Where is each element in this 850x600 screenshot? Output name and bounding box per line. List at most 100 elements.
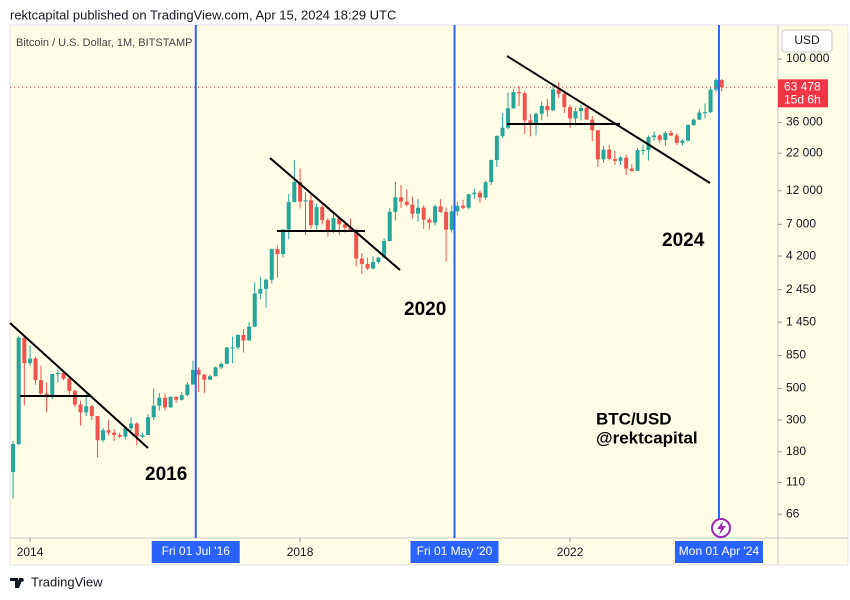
candle-body xyxy=(112,432,117,436)
candle-body xyxy=(460,205,465,208)
candle-body xyxy=(190,369,195,385)
candle-body xyxy=(612,158,617,161)
candle-body xyxy=(129,423,134,429)
alert-bolt[interactable] xyxy=(717,521,726,535)
candle-body xyxy=(528,120,533,125)
candle-body xyxy=(455,205,460,212)
candle-body xyxy=(185,384,190,396)
y-tick-label: 22 000 xyxy=(786,145,823,159)
candle-body xyxy=(325,220,330,231)
candle-body xyxy=(236,334,241,348)
candle-body xyxy=(545,105,550,111)
candle-body xyxy=(427,219,432,223)
candle-body xyxy=(472,192,477,195)
candle-body xyxy=(584,108,589,120)
candle-body xyxy=(95,416,100,441)
candle-body xyxy=(168,396,173,408)
price-label-box xyxy=(778,79,828,108)
y-tick-label: 100 000 xyxy=(786,51,830,65)
candle-body xyxy=(551,89,556,111)
alert-icon[interactable] xyxy=(711,518,731,538)
candle-body xyxy=(629,168,634,171)
candle-body xyxy=(16,337,21,445)
y-tick-label: 110 xyxy=(786,475,805,489)
annotation: 2024 xyxy=(662,230,705,251)
candle-body xyxy=(489,160,494,183)
candle-body xyxy=(292,181,297,203)
date-marker-box xyxy=(410,541,499,563)
candle-body xyxy=(202,374,207,380)
candle-body xyxy=(314,207,319,226)
candle-body xyxy=(286,202,291,230)
trend-lines xyxy=(9,55,711,449)
candle-body xyxy=(298,181,303,202)
currency-button[interactable] xyxy=(781,29,833,53)
candle-body xyxy=(50,373,55,395)
trend-line xyxy=(269,157,401,271)
y-tick-label: 180 xyxy=(786,444,806,458)
logo-dot xyxy=(20,578,24,582)
y-tick-label: 300 xyxy=(786,412,806,426)
y-tick-label: 7 000 xyxy=(786,217,816,231)
trend-line xyxy=(9,322,149,449)
candle-body xyxy=(247,326,252,341)
date-marker-label: Fri 01 May '20 xyxy=(417,544,493,558)
candle-body xyxy=(123,428,128,437)
candle-body xyxy=(151,405,156,418)
candle-body xyxy=(258,288,263,294)
candle-body xyxy=(410,204,415,214)
candle-body xyxy=(691,119,696,125)
candle-body xyxy=(686,124,691,141)
x-tick-label: 2022 xyxy=(557,545,584,559)
candle-body xyxy=(224,347,229,364)
candle-body xyxy=(719,80,724,88)
y-tick-label: 4 200 xyxy=(786,248,816,262)
currency[interactable]: USD xyxy=(794,33,820,47)
candle-body xyxy=(117,435,122,437)
candle-body xyxy=(134,423,139,437)
candle-body xyxy=(33,358,38,381)
candle-body xyxy=(568,107,573,119)
candle-body xyxy=(466,194,471,208)
candle-body xyxy=(483,182,488,198)
candle-body xyxy=(38,380,43,394)
price-label: 63 478 xyxy=(784,79,821,93)
candle-body xyxy=(11,444,16,473)
candle-body xyxy=(421,207,426,220)
candle-body xyxy=(641,149,646,151)
candle-body xyxy=(163,397,168,408)
candle-body xyxy=(241,334,246,341)
annotation: @rektcapital xyxy=(596,428,698,447)
candle-body xyxy=(539,105,544,114)
candle-body xyxy=(230,347,235,349)
candle-body xyxy=(703,112,708,114)
candle-body xyxy=(196,369,201,375)
candle-body xyxy=(404,201,409,205)
annotation: 2020 xyxy=(404,299,446,320)
candle-body xyxy=(89,406,94,417)
candle-body xyxy=(348,227,353,231)
candle-body xyxy=(252,293,257,327)
candle-body xyxy=(607,149,612,159)
candle-body xyxy=(595,130,600,160)
candle-body xyxy=(618,157,623,161)
candle-body xyxy=(663,132,668,140)
candle-body xyxy=(67,378,72,391)
candle-body xyxy=(157,397,162,406)
candle-body xyxy=(365,263,370,269)
candle-body xyxy=(511,92,516,109)
candle-body xyxy=(331,218,336,231)
countdown: 15d 6h xyxy=(784,92,821,106)
candle-body xyxy=(601,149,606,160)
candle-body xyxy=(500,127,505,137)
candle-body xyxy=(635,150,640,171)
date-marker-label: Mon 01 Apr '24 xyxy=(679,544,760,558)
date-marker-label: Fri 01 Jul '16 xyxy=(162,544,231,558)
logo xyxy=(10,578,23,588)
annotation: BTC/USD xyxy=(596,409,672,428)
candle-body xyxy=(697,112,702,120)
candle-body xyxy=(207,376,212,380)
y-tick-label: 500 xyxy=(786,381,806,395)
footer: TradingView xyxy=(10,574,103,589)
candle-body xyxy=(534,113,539,125)
